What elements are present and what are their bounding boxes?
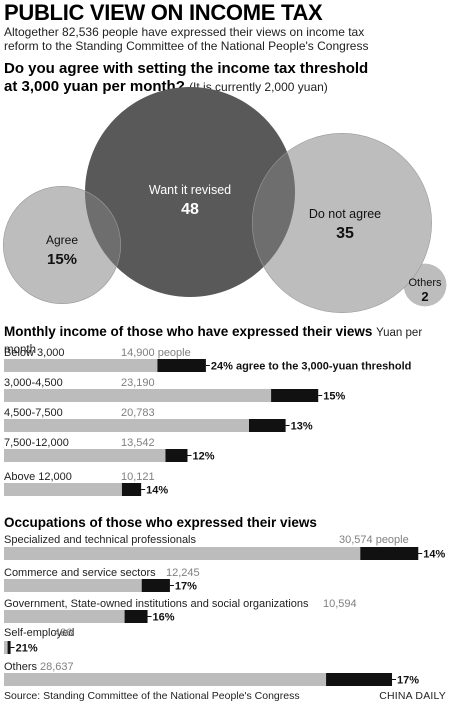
bubble-value-revised: 48 — [181, 201, 199, 218]
income-unit: Yuan per month — [4, 327, 423, 356]
occupation-section-title: Occupations of those who expressed their… — [4, 515, 317, 530]
bubble-outline — [252, 133, 432, 313]
credit-label: CHINA DAILY — [379, 690, 446, 702]
bar-people-row-4 — [4, 673, 327, 686]
value-label-row-4: 28,637 — [40, 661, 74, 673]
bar-agree-row-2 — [124, 610, 148, 623]
bubble-outline — [3, 186, 121, 304]
bar-agree-row-0 — [157, 359, 206, 372]
category-label-row-0: Specialized and technical professionals — [4, 534, 197, 546]
bar-people-row-2 — [4, 419, 250, 432]
bar-people-row-1 — [4, 389, 272, 402]
percent-label-row-1: 17% — [175, 581, 197, 593]
percent-label-row-4: 14% — [146, 485, 168, 497]
question-text: at 3,000 yuan per month? — [4, 78, 185, 95]
income-title: Monthly income of those who have express… — [4, 324, 373, 339]
category-label-row-3: Self-employed — [4, 627, 74, 639]
value-label-row-3: 486 — [54, 627, 72, 639]
percent-label-row-0: 14% — [423, 549, 445, 561]
category-label-row-0: Below 3,000 — [4, 347, 65, 359]
bar-people-row-0 — [4, 359, 158, 372]
bar-agree-row-3 — [165, 449, 188, 462]
category-label-row-1: Commerce and service sectors — [4, 567, 156, 579]
question-line-1: Do you agree with setting the income tax… — [4, 60, 369, 77]
bubble-do-not-agree — [252, 133, 432, 313]
opinion-bubble-chart: Agree 15% Want it revised 48 Do not agree 35 O… — [3, 87, 447, 313]
category-label-row-2: 4,500-7,500 — [4, 407, 63, 419]
value-label-row-2: 20,783 — [121, 407, 155, 419]
bubble-value-agree: 15% — [47, 251, 77, 268]
bar-people-row-4 — [4, 483, 122, 496]
question-line-2: at 3,000 yuan per month? (It is currentl… — [4, 78, 328, 96]
bubble-want-it-revised — [85, 87, 295, 297]
value-label-row-1: 12,245 — [166, 567, 200, 579]
percent-label-row-3: 12% — [192, 451, 214, 463]
bar-agree-row-2 — [249, 419, 286, 432]
percent-label-row-2: 13% — [291, 421, 313, 433]
bubble-label-disagree: Do not agree — [309, 207, 381, 221]
category-label-row-4: Others — [4, 661, 38, 673]
bubble-label-others: Others — [408, 277, 442, 289]
category-label-row-4: Above 12,000 — [4, 471, 72, 483]
bar-people-row-3 — [4, 641, 8, 654]
category-label-row-2: Government, State-owned institutions and… — [4, 598, 309, 610]
bar-agree-row-4 — [121, 483, 142, 496]
value-label-row-0: 14,900 people — [121, 347, 191, 359]
value-label-row-1: 23,190 — [121, 377, 155, 389]
bar-people-row-1 — [4, 579, 142, 592]
question-note: (It is currently 2,000 yuan) — [189, 80, 328, 94]
source-note: Source: Standing Committee of the Nation… — [4, 690, 300, 702]
bar-agree-row-1 — [271, 389, 319, 402]
bubble-value-disagree: 35 — [336, 225, 354, 242]
bubble-others — [403, 263, 447, 307]
page-title: PUBLIC VIEW ON INCOME TAX — [4, 0, 323, 25]
bubble-value-others: 2 — [421, 289, 428, 304]
income-section-title: Monthly income of those who have express… — [4, 324, 450, 358]
bubble-label-revised: Want it revised — [149, 183, 231, 197]
bar-agree-row-3 — [7, 641, 11, 654]
subtitle-line-2: reform to the Standing Committee of the … — [4, 39, 369, 53]
percent-label-row-0: 24% agree to the 3,000-yuan threshold — [211, 361, 412, 373]
percent-label-row-4: 17% — [397, 675, 419, 687]
category-label-row-3: 7,500-12,000 — [4, 437, 69, 449]
subtitle-line-1: Altogether 82,536 people have expressed … — [4, 25, 365, 39]
value-label-row-2: 10,594 — [323, 598, 357, 610]
value-label-row-4: 10,121 — [121, 471, 155, 483]
bar-people-row-3 — [4, 449, 166, 462]
percent-label-row-3: 21% — [16, 643, 38, 655]
category-label-row-1: 3,000-4,500 — [4, 377, 63, 389]
bubble-label-agree: Agree — [46, 233, 78, 247]
value-label-row-0: 30,574 people — [339, 534, 409, 546]
percent-label-row-2: 16% — [153, 612, 175, 624]
percent-label-row-1: 15% — [323, 391, 345, 403]
bar-agree-row-0 — [360, 547, 419, 560]
value-label-row-3: 13,542 — [121, 437, 155, 449]
bar-people-row-2 — [4, 610, 125, 623]
bar-agree-row-4 — [326, 673, 393, 686]
bar-people-row-0 — [4, 547, 361, 560]
bar-agree-row-1 — [141, 579, 170, 592]
